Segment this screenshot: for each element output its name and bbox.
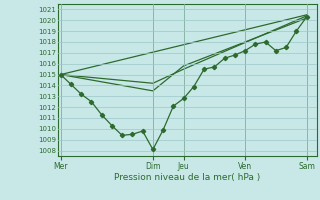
X-axis label: Pression niveau de la mer( hPa ): Pression niveau de la mer( hPa ) bbox=[114, 173, 260, 182]
